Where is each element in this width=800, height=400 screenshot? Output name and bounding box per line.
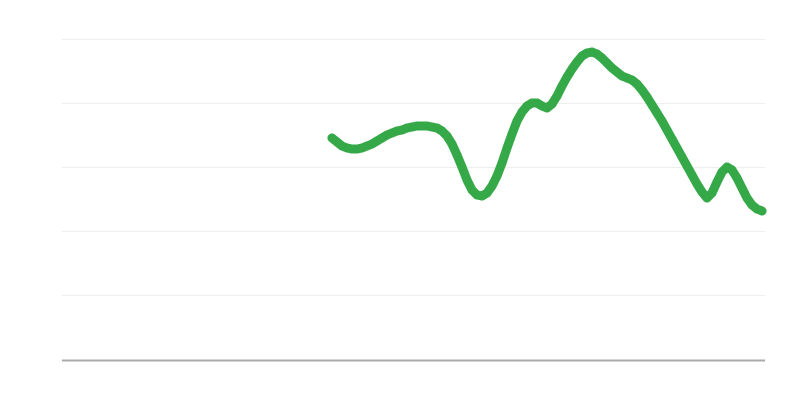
data-point — [447, 139, 457, 149]
data-point — [667, 134, 677, 144]
data-point — [442, 131, 452, 141]
data-point — [757, 206, 767, 216]
data-point — [502, 143, 512, 153]
data-point — [732, 173, 742, 183]
data-point — [492, 171, 502, 181]
data-point — [487, 181, 497, 191]
data-point — [647, 100, 657, 110]
data-point — [547, 99, 557, 109]
data-point — [672, 143, 682, 153]
data-point — [657, 116, 667, 126]
data-point — [497, 158, 507, 168]
data-point — [677, 152, 687, 162]
data-point — [462, 175, 472, 185]
series-layer — [327, 47, 767, 216]
data-point — [692, 179, 702, 189]
data-point — [742, 193, 752, 203]
data-point — [727, 165, 737, 175]
data-point — [632, 79, 642, 89]
data-point — [652, 108, 662, 118]
data-point — [707, 188, 717, 198]
data-point — [457, 162, 467, 172]
data-point — [712, 177, 722, 187]
data-point — [662, 125, 672, 135]
data-point — [517, 107, 527, 117]
data-point — [552, 91, 562, 101]
data-point — [642, 92, 652, 102]
data-point — [567, 64, 577, 74]
data-point — [737, 183, 747, 193]
data-point — [687, 170, 697, 180]
data-point — [562, 72, 572, 82]
data-point — [697, 187, 707, 197]
data-point — [682, 161, 692, 171]
data-point — [637, 85, 647, 95]
data-point — [572, 57, 582, 67]
data-point — [482, 188, 492, 198]
series-markers-0 — [327, 47, 767, 216]
data-point — [507, 129, 517, 139]
data-point — [452, 150, 462, 160]
data-point — [557, 81, 567, 91]
data-point — [512, 116, 522, 126]
